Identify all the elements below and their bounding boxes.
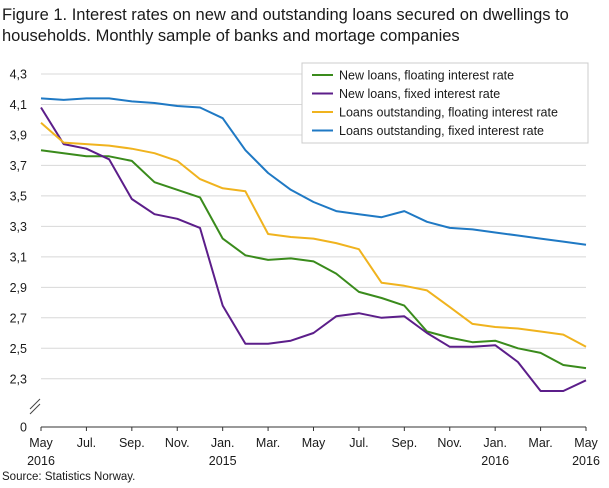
x-tick-label: Nov. [437, 436, 462, 450]
y-tick-label: 3,3 [10, 220, 27, 234]
y-tick-label: 3,5 [10, 189, 27, 203]
legend: New loans, floating interest rate New loa… [301, 62, 589, 144]
y-tick-label: 4,1 [10, 98, 27, 112]
y-tick-label: 3,1 [10, 250, 27, 264]
series-line [40, 149, 587, 370]
x-tick-label: Mar. [528, 436, 552, 450]
y-axis-tick-labels: 0 2,3 2,5 2,7 2,9 3,1 3,3 3,5 3,7 3,9 4,1 4,3 [10, 68, 27, 435]
x-tick-year-label: 2016 [481, 454, 509, 468]
series-line [40, 97, 587, 246]
axis-break-mark [29, 403, 41, 415]
legend-label: Loans outstanding, floating interest rat… [339, 106, 558, 120]
axis-break-mark [29, 398, 41, 410]
x-tick-label: Jan. [483, 436, 507, 450]
y-tick-label: 2,3 [10, 372, 27, 386]
x-tick-year-label: 2016 [27, 454, 55, 468]
series-lines [40, 97, 587, 392]
x-tick-label: Jan. [211, 436, 235, 450]
y-tick-label: 0 [20, 421, 27, 435]
y-tick-label: 2,5 [10, 342, 27, 356]
x-tick-label: Nov. [165, 436, 190, 450]
y-tick-label: 3,7 [10, 159, 27, 173]
series-line [40, 122, 587, 348]
series-line [40, 106, 587, 392]
x-tick-label: Sep. [119, 436, 145, 450]
x-tick-label: May [302, 436, 326, 450]
source-note: Source: Statistics Norway. [2, 471, 136, 483]
y-tick-label: 4,3 [10, 68, 27, 82]
y-tick-label: 2,9 [10, 281, 27, 295]
y-tick-label: 2,7 [10, 311, 27, 325]
x-tick-label: May [29, 436, 53, 450]
x-tick-label: Sep. [391, 436, 417, 450]
x-tick-year-label: 2016 [572, 454, 600, 468]
y-tick-label: 3,9 [10, 128, 27, 142]
legend-label: New loans, floating interest rate [339, 69, 514, 83]
x-tick-year-label: 2015 [209, 454, 237, 468]
legend-label: Loans outstanding, fixed interest rate [339, 124, 544, 138]
legend-label: New loans, fixed interest rate [339, 87, 500, 101]
x-tick-label: Jul. [349, 436, 368, 450]
legend-box [301, 62, 589, 144]
x-axis: May 2016 Jul. Sep. Nov. Jan. 2015 Mar. May Jul. Se… [27, 398, 600, 468]
x-tick-label: Jul. [77, 436, 96, 450]
x-tick-label: May [574, 436, 598, 450]
x-tick-label: Mar. [256, 436, 280, 450]
chart-title: Figure 1. Interest rates on new and outs… [2, 6, 569, 45]
